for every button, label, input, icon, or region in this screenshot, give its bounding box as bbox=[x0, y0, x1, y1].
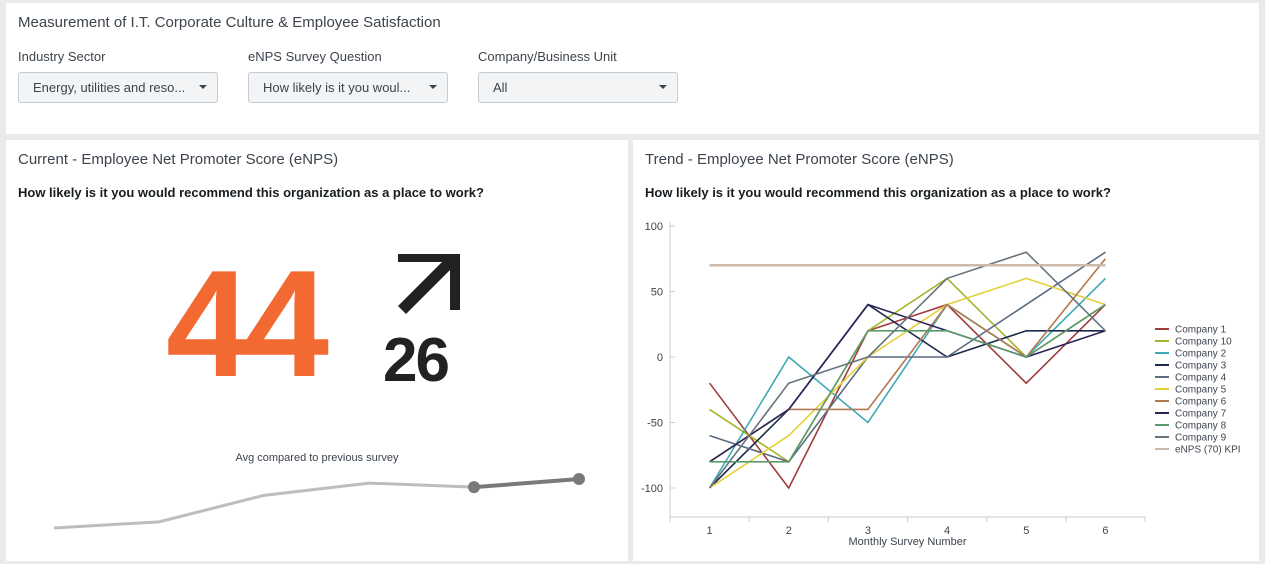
enps-delta: 26 bbox=[383, 326, 450, 395]
industry-sector-dropdown[interactable]: Energy, utilities and reso... bbox=[18, 72, 218, 103]
legend-label: Company 8 bbox=[1175, 421, 1227, 432]
series-line-company-5 bbox=[709, 277, 1106, 489]
filter-panel: Measurement of I.T. Corporate Culture & … bbox=[6, 3, 1259, 134]
legend-label: Company 2 bbox=[1175, 349, 1227, 360]
series-line-company-7 bbox=[709, 303, 1106, 463]
sparkline-current-point bbox=[573, 473, 585, 485]
x-tick-label: 6 bbox=[1102, 525, 1108, 537]
legend-label: Company 5 bbox=[1175, 385, 1227, 396]
y-tick-label: -100 bbox=[641, 483, 663, 495]
y-tick-label: 50 bbox=[651, 287, 663, 299]
y-tick-label: -50 bbox=[647, 418, 663, 430]
current-enps-panel: Current - Employee Net Promoter Score (e… bbox=[6, 140, 628, 561]
enps-value: 44 bbox=[166, 239, 329, 409]
x-axis-label: Monthly Survey Number bbox=[849, 536, 967, 548]
legend-label: eNPS (70) KPI bbox=[1175, 445, 1241, 456]
current-panel-question: How likely is it you would recommend thi… bbox=[18, 185, 484, 200]
x-tick-label: 3 bbox=[865, 525, 871, 537]
x-tick-label: 4 bbox=[944, 525, 950, 537]
business-unit-label: Company/Business Unit bbox=[478, 49, 617, 64]
y-tick-label: 100 bbox=[645, 221, 663, 233]
series-line-company-9 bbox=[708, 251, 1106, 489]
trend-enps-panel: Trend - Employee Net Promoter Score (eNP… bbox=[633, 140, 1259, 561]
series-line-company-6 bbox=[709, 258, 1107, 463]
legend-label: Company 1 bbox=[1175, 325, 1227, 336]
chevron-down-icon bbox=[659, 85, 667, 89]
sparkline-history bbox=[53, 481, 475, 530]
y-tick-label: 0 bbox=[657, 352, 663, 364]
current-panel-title: Current - Employee Net Promoter Score (e… bbox=[18, 151, 339, 168]
trend-panel-question: How likely is it you would recommend thi… bbox=[645, 185, 1111, 200]
arrow-up-right-icon bbox=[398, 254, 460, 314]
x-tick-label: 1 bbox=[707, 525, 713, 537]
trend-panel-title: Trend - Employee Net Promoter Score (eNP… bbox=[645, 151, 954, 168]
legend-label: Company 6 bbox=[1175, 397, 1227, 408]
business-unit-dropdown[interactable]: All bbox=[478, 72, 678, 103]
trend-line-chart: Trend - Employee Net Promoter Score (eNP… bbox=[641, 151, 1241, 548]
x-tick-label: 2 bbox=[786, 525, 792, 537]
sparkline-caption: Avg compared to previous survey bbox=[235, 452, 399, 464]
x-tick-label: 5 bbox=[1023, 525, 1029, 537]
series-line-company-10 bbox=[709, 277, 1106, 463]
business-unit-value: All bbox=[493, 80, 508, 95]
legend-label: Company 7 bbox=[1175, 409, 1227, 420]
survey-question-label: eNPS Survey Question bbox=[248, 49, 382, 64]
sparkline-chart bbox=[53, 473, 585, 530]
legend-label: Company 3 bbox=[1175, 361, 1227, 372]
industry-sector-label: Industry Sector bbox=[18, 49, 106, 64]
dashboard-title: Measurement of I.T. Corporate Culture & … bbox=[18, 14, 441, 31]
sparkline-previous-point bbox=[468, 481, 480, 494]
industry-sector-value: Energy, utilities and reso... bbox=[33, 80, 186, 95]
chevron-down-icon bbox=[199, 85, 207, 89]
sparkline-recent bbox=[473, 477, 580, 490]
legend-label: Company 4 bbox=[1175, 373, 1227, 384]
chevron-down-icon bbox=[429, 85, 437, 89]
legend-label: Company 9 bbox=[1175, 433, 1227, 444]
legend-label: Company 10 bbox=[1175, 337, 1232, 348]
series-line-company-8 bbox=[709, 303, 1106, 463]
series-line-company-2 bbox=[708, 277, 1106, 489]
survey-question-value: How likely is it you woul... bbox=[263, 80, 411, 95]
survey-question-dropdown[interactable]: How likely is it you woul... bbox=[248, 72, 448, 103]
